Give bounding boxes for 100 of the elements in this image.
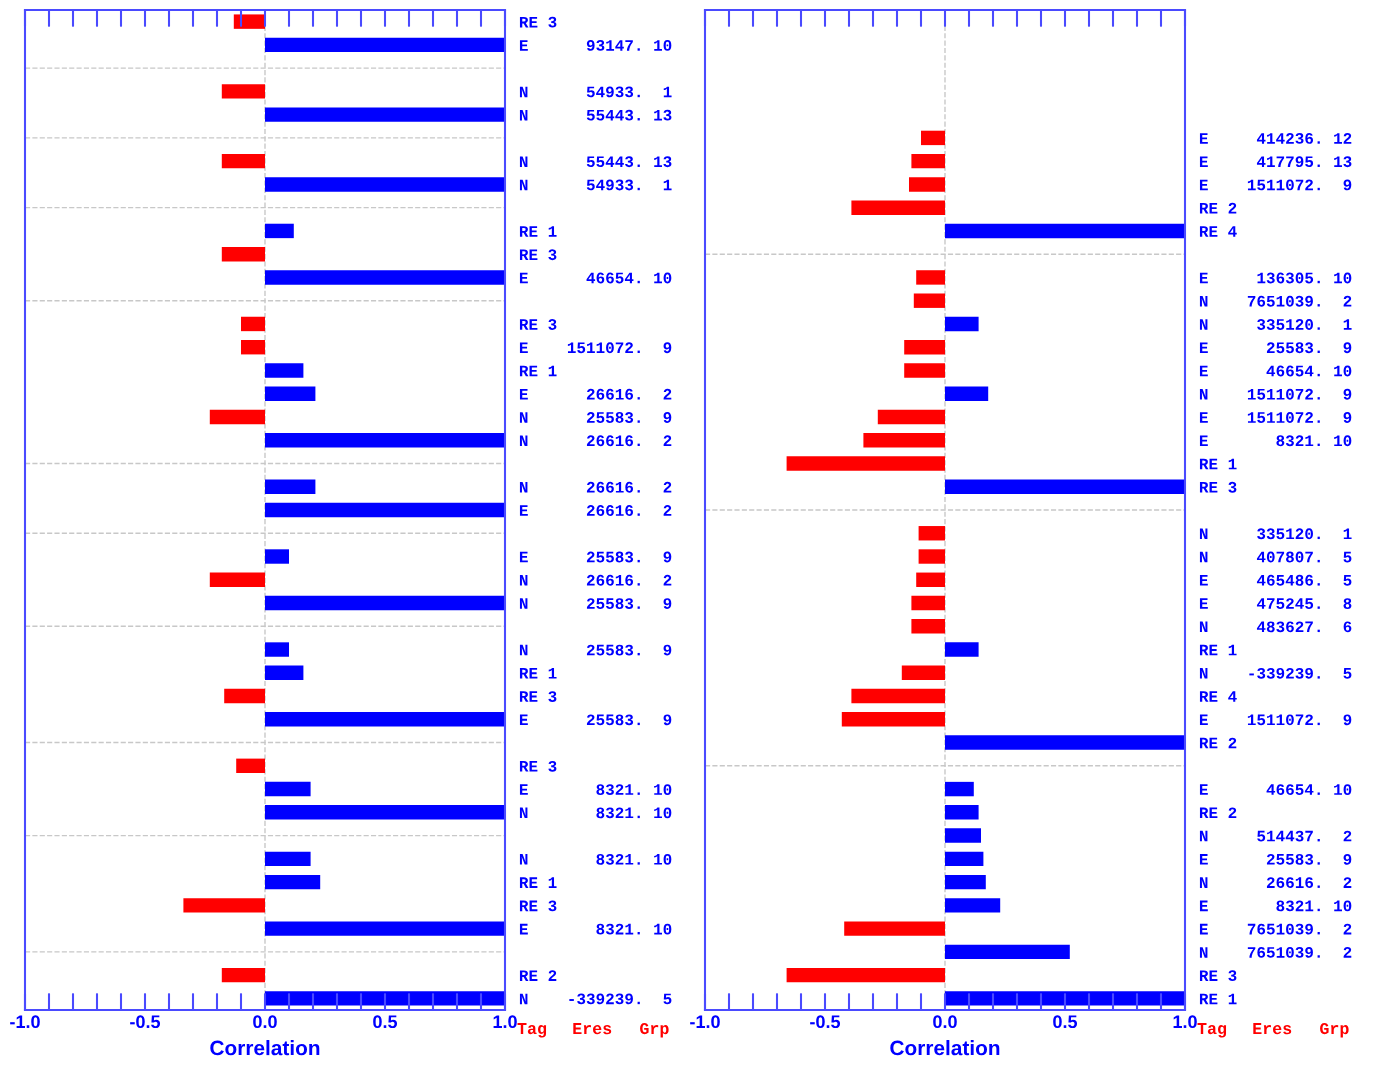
bar (904, 340, 945, 355)
y-tick-label: E 1511072. 9 (1199, 412, 1352, 423)
y-tick-label: RE 3 (519, 691, 557, 703)
bar (786, 967, 945, 983)
y-tick-label: E 8321. 10 (519, 923, 672, 935)
y-tick-label: RE 1 (519, 668, 557, 679)
y-tick-label: N 514437. 2 (1199, 830, 1352, 842)
y-tick-label: RE 1 (1199, 993, 1237, 1005)
bar (945, 805, 979, 820)
y-tick-label: N 335120. 1 (1199, 319, 1352, 330)
bar (945, 874, 986, 890)
bar (265, 433, 505, 448)
bar (945, 316, 979, 332)
y-tick-label: E 1511072. 9 (1199, 714, 1352, 726)
bar (913, 293, 945, 308)
y-tick-label: E 46654. 10 (1199, 784, 1352, 796)
bar (233, 14, 265, 29)
bar (945, 479, 1185, 494)
bar (265, 386, 316, 401)
y-tick-label: E 8321. 10 (519, 784, 672, 796)
bar (265, 223, 294, 239)
x-tick-label: -1.0 (690, 1015, 720, 1029)
y-tick-label: N 25583. 9 (519, 412, 672, 423)
bar (945, 851, 984, 867)
bar (265, 363, 304, 378)
y-tick-label: N 26616. 2 (1199, 877, 1352, 889)
y-tick-label: RE 1 (519, 877, 557, 888)
x-axis-title: Correlation (210, 1040, 320, 1056)
text: Grp (640, 1022, 669, 1038)
y-tick-label: RE 2 (1199, 202, 1237, 214)
bar (911, 153, 945, 169)
y-tick-label: RE 3 (519, 319, 557, 330)
bar (945, 223, 1185, 239)
bar (265, 712, 505, 727)
y-tick-label: N 8321. 10 (519, 853, 672, 865)
y-tick-label: E 26616. 2 (519, 388, 672, 400)
bar (841, 712, 945, 727)
x-tick-label: -0.5 (130, 1015, 161, 1029)
x-tick-label: -0.5 (810, 1015, 841, 1029)
y-tick-label: N 25583. 9 (519, 598, 672, 609)
x-tick-label: 0.5 (373, 1015, 398, 1029)
bar (921, 130, 945, 146)
y-tick-label: E 26616. 2 (519, 505, 672, 516)
y-tick-label: E 475245. 8 (1199, 598, 1352, 609)
y-tick-label: E 25583. 9 (1199, 342, 1352, 354)
bar (183, 898, 265, 913)
bar (945, 735, 1185, 750)
y-tick-label: E 8321. 10 (1199, 435, 1352, 447)
y-tick-label: RE 1 (519, 226, 557, 237)
bar (901, 665, 945, 680)
x-tick-label: 0.0 (933, 1015, 957, 1029)
bar (265, 37, 505, 53)
y-tick-label: N 483627. 6 (1199, 621, 1352, 633)
y-tick-label: RE 3 (519, 16, 557, 28)
bar (265, 107, 505, 122)
bar (945, 898, 1001, 913)
y-tick-label: RE 4 (1199, 226, 1237, 237)
bar (265, 874, 321, 890)
y-tick-label: E 1511072. 9 (1199, 179, 1352, 191)
text: Tag (1197, 1023, 1227, 1038)
y-tick-label: N 407807. 5 (1199, 551, 1352, 563)
y-tick-label: N 25583. 9 (519, 644, 672, 656)
y-tick-label: E 25583. 9 (519, 551, 672, 563)
y-tick-label: RE 1 (519, 365, 557, 377)
bar (265, 642, 289, 657)
y-tick-label: N 7651039. 2 (1199, 295, 1352, 307)
bar (786, 456, 945, 471)
y-tick-label: RE 3 (1199, 481, 1237, 493)
bar (918, 526, 945, 541)
y-tick-label: N 55443. 13 (519, 109, 672, 121)
y-tick-label: RE 2 (1199, 807, 1237, 819)
bar (224, 688, 265, 704)
y-tick-label: N -339239. 5 (519, 993, 672, 1005)
bar (265, 805, 505, 820)
bar (265, 665, 304, 680)
y-tick-label: N 26616. 2 (519, 435, 672, 447)
y-tick-label: E 7651039. 2 (1199, 923, 1352, 935)
x-tick-label: -1.0 (10, 1015, 40, 1029)
y-tick-label: RE 3 (519, 900, 557, 912)
y-tick-label: E 93147. 10 (519, 39, 672, 51)
y-tick-label: E 25583. 9 (519, 714, 672, 726)
bar (851, 688, 945, 704)
y-tick-label: RE 1 (1199, 644, 1237, 656)
bar (945, 828, 981, 843)
bar (909, 177, 945, 192)
bar (221, 84, 265, 99)
bar (265, 851, 311, 867)
bar (209, 409, 265, 425)
bar (945, 642, 979, 657)
y-tick-label: E 414236. 12 (1199, 133, 1352, 144)
y-tick-label: RE 1 (1199, 458, 1237, 470)
bar (221, 153, 265, 169)
y-tick-label: N 8321. 10 (519, 807, 672, 819)
y-tick-label: RE 2 (519, 970, 557, 981)
y-tick-label: N 54933. 1 (519, 179, 672, 191)
bar (209, 572, 265, 587)
bar (241, 340, 265, 355)
y-tick-label: E 465486. 5 (1199, 574, 1352, 586)
bar (265, 781, 311, 797)
y-tick-label: N 1511072. 9 (1199, 388, 1352, 400)
